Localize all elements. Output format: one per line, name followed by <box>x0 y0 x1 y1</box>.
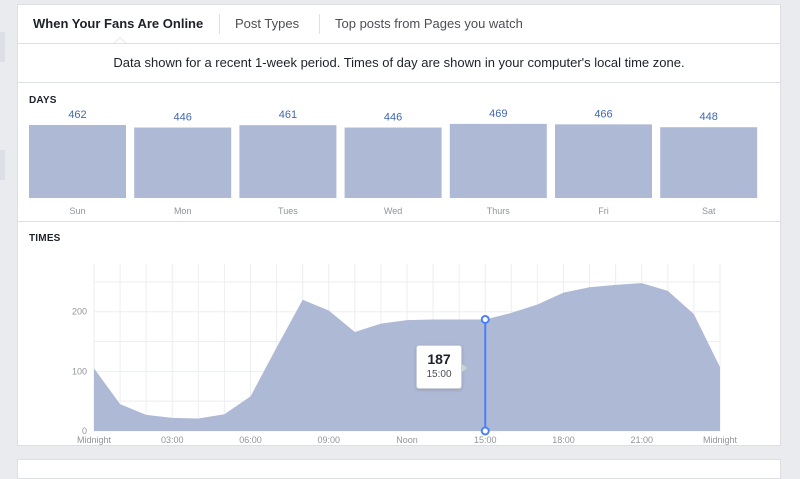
tooltip-value: 187 <box>427 351 451 367</box>
day-label: Thurs <box>487 206 511 216</box>
day-bar-value: 469 <box>489 108 507 120</box>
days-chart-title: DAYS <box>29 95 57 106</box>
x-tick-label: 18:00 <box>552 435 575 445</box>
day-bar <box>239 125 337 198</box>
tab-divider <box>319 14 320 34</box>
day-label: Sun <box>69 206 85 216</box>
time-zone-notice: Data shown for a recent 1-week period. T… <box>18 44 780 83</box>
hover-tooltip: 187 15:00 <box>416 345 467 389</box>
tab-bar: When Your Fans Are Online Post Types Top… <box>18 5 780 44</box>
x-tick-label: Midnight <box>77 435 112 445</box>
days-chart: DAYS 462 Sun 446 Mon 461 Tues 446 Wed 469 Thurs 46… <box>18 83 780 218</box>
day-bar <box>29 125 126 198</box>
day-bar-value: 446 <box>174 112 192 124</box>
tab-post-types[interactable]: Post Types <box>235 16 300 31</box>
day-label: Sat <box>702 206 716 216</box>
tab-when-fans-online[interactable]: When Your Fans Are Online <box>33 16 204 31</box>
x-tick-label: Noon <box>396 435 418 445</box>
tooltip-time: 15:00 <box>426 369 452 380</box>
section-divider <box>18 221 780 222</box>
day-bar-value: 462 <box>68 109 86 121</box>
day-bar <box>134 127 232 198</box>
highlight-point-top <box>480 314 490 324</box>
x-tick-label: 21:00 <box>630 435 653 445</box>
day-bar <box>660 127 758 198</box>
day-label: Mon <box>174 206 192 216</box>
x-tick-label: Midnight <box>703 435 738 445</box>
day-bar-value: 446 <box>384 112 402 124</box>
y-tick-label: 200 <box>72 307 87 317</box>
fans-online-area <box>94 283 720 431</box>
next-panel <box>17 459 781 479</box>
day-bar-value: 461 <box>279 109 297 121</box>
highlight-point-bottom <box>480 426 490 436</box>
times-chart-title: TIMES <box>29 233 61 244</box>
days-bar-chart: 462 Sun 446 Mon 461 Tues 446 Wed 469 Thurs 466 Fri 4… <box>29 108 758 216</box>
left-nav-block <box>0 32 5 62</box>
x-tick-label: 06:00 <box>239 435 262 445</box>
day-label: Wed <box>384 206 402 216</box>
insights-panel: When Your Fans Are Online Post Types Top… <box>17 4 781 446</box>
left-nav-block <box>0 150 5 180</box>
active-tab-indicator <box>114 37 126 43</box>
times-chart: TIMES 0 100 200 Midnight 03:00 06:00 09:00 Noon… <box>18 223 780 445</box>
page-left-edge <box>0 0 5 475</box>
day-bar <box>344 127 442 198</box>
y-tick-label: 100 <box>72 366 87 376</box>
day-label: Fri <box>598 206 609 216</box>
day-bar <box>555 124 652 198</box>
day-bar-value: 466 <box>594 108 612 120</box>
day-bar <box>449 123 547 198</box>
day-bar-value: 448 <box>700 111 718 123</box>
tab-top-posts[interactable]: Top posts from Pages you watch <box>335 16 523 31</box>
day-label: Tues <box>278 206 298 216</box>
x-tick-label: 09:00 <box>317 435 340 445</box>
tab-divider <box>219 14 220 34</box>
y-tick-label: 0 <box>82 426 87 436</box>
x-tick-label: 03:00 <box>161 435 184 445</box>
x-tick-label: 15:00 <box>474 435 497 445</box>
